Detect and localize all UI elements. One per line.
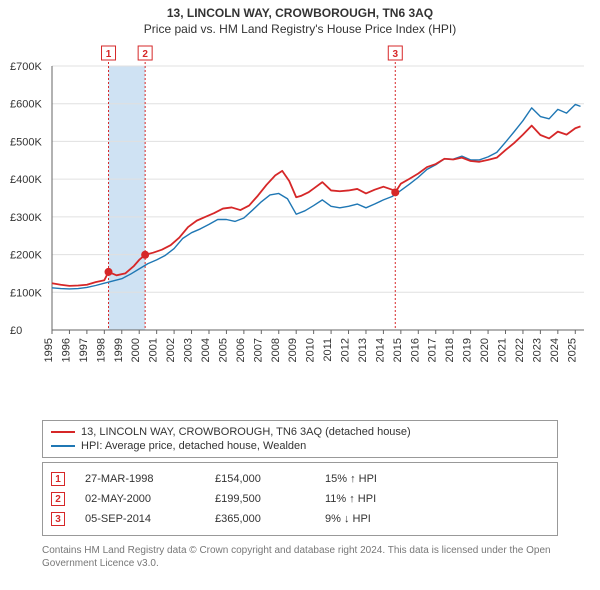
event-price: £365,000	[215, 513, 305, 525]
legend-box: 13, LINCOLN WAY, CROWBOROUGH, TN6 3AQ (d…	[42, 420, 558, 458]
legend-label: 13, LINCOLN WAY, CROWBOROUGH, TN6 3AQ (d…	[81, 426, 411, 438]
chart-container: 13, LINCOLN WAY, CROWBOROUGH, TN6 3AQ Pr…	[0, 0, 600, 590]
attribution-text: Contains HM Land Registry data © Crown c…	[42, 544, 558, 570]
svg-text:2002: 2002	[165, 338, 177, 362]
svg-text:2: 2	[142, 49, 148, 60]
event-row: 3 05-SEP-2014 £365,000 9% ↓ HPI	[51, 509, 549, 529]
event-price: £154,000	[215, 473, 305, 485]
svg-text:£600K: £600K	[10, 99, 42, 111]
svg-text:2012: 2012	[340, 338, 352, 362]
chart-svg: £0 £100K £200K £300K £400K £500K £600K £700K 199…	[8, 44, 592, 374]
legend-row: 13, LINCOLN WAY, CROWBOROUGH, TN6 3AQ (d…	[51, 425, 549, 439]
svg-text:3: 3	[392, 49, 398, 60]
chart-subtitle: Price paid vs. HM Land Registry's House …	[0, 20, 600, 44]
svg-text:£700K: £700K	[10, 61, 42, 73]
legend-label: HPI: Average price, detached house, Weal…	[81, 440, 306, 452]
svg-text:1998: 1998	[95, 338, 107, 362]
event-marker: 2	[51, 492, 65, 506]
svg-text:2005: 2005	[217, 338, 229, 362]
svg-text:£500K: £500K	[10, 136, 42, 148]
svg-text:2023: 2023	[531, 338, 543, 362]
svg-text:1996: 1996	[60, 338, 72, 362]
svg-text:2003: 2003	[183, 338, 195, 362]
svg-text:2015: 2015	[392, 338, 404, 362]
event-date: 27-MAR-1998	[85, 473, 195, 485]
legend-swatch	[51, 445, 75, 447]
event-hpi: 11% ↑ HPI	[325, 493, 425, 505]
chart-area: £0 £100K £200K £300K £400K £500K £600K £700K 199…	[8, 44, 592, 374]
event-marker: 3	[51, 512, 65, 526]
svg-text:2011: 2011	[322, 338, 334, 362]
svg-text:£400K: £400K	[10, 174, 42, 186]
legend-swatch	[51, 431, 75, 433]
svg-text:2025: 2025	[566, 338, 578, 362]
svg-text:2008: 2008	[270, 338, 282, 362]
event-date: 05-SEP-2014	[85, 513, 195, 525]
svg-text:2017: 2017	[427, 338, 439, 362]
svg-text:2014: 2014	[374, 338, 386, 362]
svg-text:£200K: £200K	[10, 250, 42, 262]
svg-text:£100K: £100K	[10, 287, 42, 299]
event-marker: 1	[51, 472, 65, 486]
svg-text:2019: 2019	[462, 338, 474, 362]
svg-text:2004: 2004	[200, 338, 212, 362]
legend-row: HPI: Average price, detached house, Weal…	[51, 439, 549, 453]
svg-text:1997: 1997	[78, 338, 90, 362]
event-hpi: 9% ↓ HPI	[325, 513, 425, 525]
svg-text:1: 1	[106, 49, 112, 60]
svg-text:2018: 2018	[444, 338, 456, 362]
svg-text:2009: 2009	[287, 338, 299, 362]
svg-text:1995: 1995	[43, 338, 55, 362]
svg-text:2007: 2007	[252, 338, 264, 362]
event-date: 02-MAY-2000	[85, 493, 195, 505]
event-row: 1 27-MAR-1998 £154,000 15% ↑ HPI	[51, 469, 549, 489]
svg-text:2010: 2010	[305, 338, 317, 362]
svg-text:2021: 2021	[497, 338, 509, 362]
svg-text:£0: £0	[10, 325, 22, 337]
svg-text:2020: 2020	[479, 338, 491, 362]
chart-title: 13, LINCOLN WAY, CROWBOROUGH, TN6 3AQ	[0, 0, 600, 20]
svg-text:2001: 2001	[148, 338, 160, 362]
svg-text:£300K: £300K	[10, 212, 42, 224]
svg-text:2006: 2006	[235, 338, 247, 362]
svg-text:2022: 2022	[514, 338, 526, 362]
event-hpi: 15% ↑ HPI	[325, 473, 425, 485]
events-box: 1 27-MAR-1998 £154,000 15% ↑ HPI 2 02-MAY-200…	[42, 462, 558, 536]
event-price: £199,500	[215, 493, 305, 505]
event-row: 2 02-MAY-2000 £199,500 11% ↑ HPI	[51, 489, 549, 509]
svg-text:2000: 2000	[130, 338, 142, 362]
svg-text:1999: 1999	[113, 338, 125, 362]
svg-text:2013: 2013	[357, 338, 369, 362]
svg-text:2024: 2024	[549, 338, 561, 362]
svg-text:2016: 2016	[409, 338, 421, 362]
